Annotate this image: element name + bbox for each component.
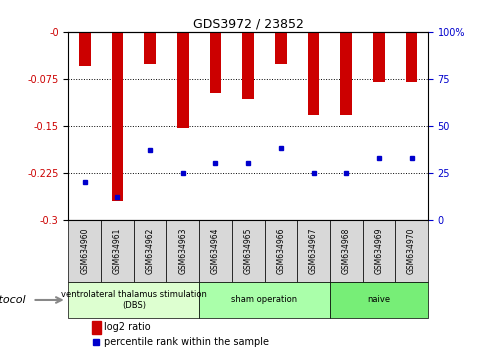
Bar xyxy=(209,32,221,93)
Bar xyxy=(405,32,416,82)
Bar xyxy=(177,32,188,128)
Bar xyxy=(372,32,384,82)
Text: GSM634965: GSM634965 xyxy=(243,228,252,274)
FancyBboxPatch shape xyxy=(297,219,329,282)
Text: sham operation: sham operation xyxy=(231,296,297,304)
FancyBboxPatch shape xyxy=(101,219,134,282)
FancyBboxPatch shape xyxy=(68,282,199,318)
Bar xyxy=(144,32,156,64)
Bar xyxy=(79,32,90,66)
Bar xyxy=(307,32,319,115)
FancyBboxPatch shape xyxy=(166,219,199,282)
Bar xyxy=(275,32,286,64)
Text: percentile rank within the sample: percentile rank within the sample xyxy=(104,337,269,347)
Title: GDS3972 / 23852: GDS3972 / 23852 xyxy=(192,18,303,31)
FancyBboxPatch shape xyxy=(231,219,264,282)
FancyBboxPatch shape xyxy=(199,219,231,282)
Text: GSM634969: GSM634969 xyxy=(374,228,383,274)
Text: GSM634963: GSM634963 xyxy=(178,228,187,274)
Bar xyxy=(242,32,253,99)
Text: GSM634966: GSM634966 xyxy=(276,228,285,274)
Text: naive: naive xyxy=(366,296,389,304)
FancyBboxPatch shape xyxy=(394,219,427,282)
Bar xyxy=(340,32,351,115)
Text: GSM634961: GSM634961 xyxy=(113,228,122,274)
Text: GSM634968: GSM634968 xyxy=(341,228,350,274)
Text: GSM634962: GSM634962 xyxy=(145,228,154,274)
FancyBboxPatch shape xyxy=(362,219,394,282)
Text: GSM634964: GSM634964 xyxy=(210,228,220,274)
FancyBboxPatch shape xyxy=(329,282,427,318)
Bar xyxy=(112,32,123,201)
FancyBboxPatch shape xyxy=(134,219,166,282)
FancyBboxPatch shape xyxy=(68,219,101,282)
Text: GSM634970: GSM634970 xyxy=(406,228,415,274)
Text: ventrolateral thalamus stimulation
(DBS): ventrolateral thalamus stimulation (DBS) xyxy=(61,290,206,310)
Text: protocol: protocol xyxy=(0,295,25,305)
Text: GSM634960: GSM634960 xyxy=(80,228,89,274)
FancyBboxPatch shape xyxy=(199,282,329,318)
FancyBboxPatch shape xyxy=(329,219,362,282)
Bar xyxy=(92,321,101,334)
FancyBboxPatch shape xyxy=(264,219,297,282)
Text: log2 ratio: log2 ratio xyxy=(104,322,151,332)
Text: GSM634967: GSM634967 xyxy=(308,228,317,274)
